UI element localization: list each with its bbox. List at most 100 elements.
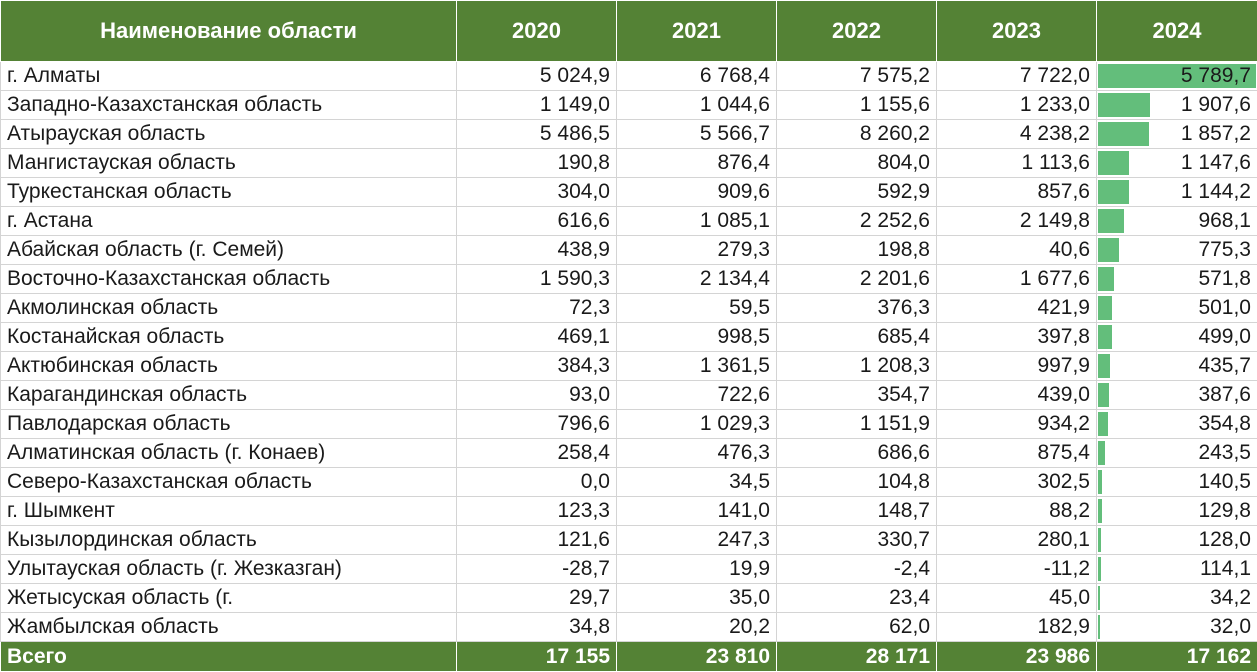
value-2021-cell[interactable]: 998,5 bbox=[616, 322, 777, 352]
value-2024-cell[interactable]: 1 857,2 bbox=[1096, 119, 1257, 149]
value-2020-cell[interactable]: 796,6 bbox=[456, 409, 617, 439]
header-year-2024[interactable]: 2024 bbox=[1096, 0, 1257, 62]
value-2022-cell[interactable]: -2,4 bbox=[776, 554, 937, 584]
region-name-cell[interactable]: Атырауская область bbox=[0, 119, 457, 149]
value-2020-cell[interactable]: 5 024,9 bbox=[456, 61, 617, 91]
value-2023-cell[interactable]: 88,2 bbox=[936, 496, 1097, 526]
value-2021-cell[interactable]: 59,5 bbox=[616, 293, 777, 323]
value-2020-cell[interactable]: 304,0 bbox=[456, 177, 617, 207]
value-2021-cell[interactable]: 1 085,1 bbox=[616, 206, 777, 236]
region-name-cell[interactable]: Жамбылская область bbox=[0, 612, 457, 642]
value-2024-cell[interactable]: 968,1 bbox=[1096, 206, 1257, 236]
value-2024-cell[interactable]: 129,8 bbox=[1096, 496, 1257, 526]
total-2020[interactable]: 17 155 bbox=[456, 641, 617, 672]
header-year-2022[interactable]: 2022 bbox=[776, 0, 937, 62]
value-2021-cell[interactable]: 909,6 bbox=[616, 177, 777, 207]
value-2023-cell[interactable]: 934,2 bbox=[936, 409, 1097, 439]
value-2021-cell[interactable]: 141,0 bbox=[616, 496, 777, 526]
region-name-cell[interactable]: Улытауская область (г. Жезказган) bbox=[0, 554, 457, 584]
total-2023[interactable]: 23 986 bbox=[936, 641, 1097, 672]
value-2023-cell[interactable]: 45,0 bbox=[936, 583, 1097, 613]
header-year-2021[interactable]: 2021 bbox=[616, 0, 777, 62]
value-2021-cell[interactable]: 34,5 bbox=[616, 467, 777, 497]
value-2021-cell[interactable]: 876,4 bbox=[616, 148, 777, 178]
value-2020-cell[interactable]: 5 486,5 bbox=[456, 119, 617, 149]
value-2020-cell[interactable]: 121,6 bbox=[456, 525, 617, 555]
value-2024-cell[interactable]: 5 789,7 bbox=[1096, 61, 1257, 91]
region-name-cell[interactable]: г. Алматы bbox=[0, 61, 457, 91]
total-2021[interactable]: 23 810 bbox=[616, 641, 777, 672]
value-2024-cell[interactable]: 32,0 bbox=[1096, 612, 1257, 642]
value-2022-cell[interactable]: 2 201,6 bbox=[776, 264, 937, 294]
value-2024-cell[interactable]: 1 147,6 bbox=[1096, 148, 1257, 178]
value-2023-cell[interactable]: 997,9 bbox=[936, 351, 1097, 381]
header-year-2023[interactable]: 2023 bbox=[936, 0, 1097, 62]
value-2020-cell[interactable]: 616,6 bbox=[456, 206, 617, 236]
value-2023-cell[interactable]: 1 113,6 bbox=[936, 148, 1097, 178]
value-2024-cell[interactable]: 354,8 bbox=[1096, 409, 1257, 439]
value-2022-cell[interactable]: 354,7 bbox=[776, 380, 937, 410]
value-2024-cell[interactable]: 387,6 bbox=[1096, 380, 1257, 410]
value-2023-cell[interactable]: 1 677,6 bbox=[936, 264, 1097, 294]
value-2020-cell[interactable]: 1 149,0 bbox=[456, 90, 617, 120]
region-name-cell[interactable]: Акмолинская область bbox=[0, 293, 457, 323]
region-name-cell[interactable]: Кызылординская область bbox=[0, 525, 457, 555]
value-2022-cell[interactable]: 685,4 bbox=[776, 322, 937, 352]
value-2020-cell[interactable]: 123,3 bbox=[456, 496, 617, 526]
header-region-name[interactable]: Наименование области bbox=[0, 0, 457, 62]
value-2020-cell[interactable]: 34,8 bbox=[456, 612, 617, 642]
value-2023-cell[interactable]: 439,0 bbox=[936, 380, 1097, 410]
value-2023-cell[interactable]: 1 233,0 bbox=[936, 90, 1097, 120]
value-2020-cell[interactable]: 72,3 bbox=[456, 293, 617, 323]
value-2021-cell[interactable]: 6 768,4 bbox=[616, 61, 777, 91]
value-2023-cell[interactable]: 875,4 bbox=[936, 438, 1097, 468]
value-2024-cell[interactable]: 1 907,6 bbox=[1096, 90, 1257, 120]
value-2021-cell[interactable]: 722,6 bbox=[616, 380, 777, 410]
total-label[interactable]: Всего bbox=[0, 641, 457, 672]
value-2023-cell[interactable]: 182,9 bbox=[936, 612, 1097, 642]
value-2023-cell[interactable]: 280,1 bbox=[936, 525, 1097, 555]
value-2020-cell[interactable]: 93,0 bbox=[456, 380, 617, 410]
region-name-cell[interactable]: Северо-Казахстанская область bbox=[0, 467, 457, 497]
value-2022-cell[interactable]: 1 155,6 bbox=[776, 90, 937, 120]
value-2022-cell[interactable]: 1 151,9 bbox=[776, 409, 937, 439]
value-2021-cell[interactable]: 2 134,4 bbox=[616, 264, 777, 294]
value-2020-cell[interactable]: 190,8 bbox=[456, 148, 617, 178]
value-2024-cell[interactable]: 114,1 bbox=[1096, 554, 1257, 584]
value-2021-cell[interactable]: 35,0 bbox=[616, 583, 777, 613]
value-2020-cell[interactable]: 1 590,3 bbox=[456, 264, 617, 294]
region-name-cell[interactable]: Мангистауская область bbox=[0, 148, 457, 178]
region-name-cell[interactable]: Карагандинская область bbox=[0, 380, 457, 410]
value-2021-cell[interactable]: 5 566,7 bbox=[616, 119, 777, 149]
value-2023-cell[interactable]: 2 149,8 bbox=[936, 206, 1097, 236]
total-2024[interactable]: 17 162 bbox=[1096, 641, 1257, 672]
region-name-cell[interactable]: Костанайская область bbox=[0, 322, 457, 352]
value-2024-cell[interactable]: 140,5 bbox=[1096, 467, 1257, 497]
value-2023-cell[interactable]: 40,6 bbox=[936, 235, 1097, 265]
value-2023-cell[interactable]: 302,5 bbox=[936, 467, 1097, 497]
region-name-cell[interactable]: Восточно-Казахстанская область bbox=[0, 264, 457, 294]
value-2020-cell[interactable]: 384,3 bbox=[456, 351, 617, 381]
value-2020-cell[interactable]: 258,4 bbox=[456, 438, 617, 468]
value-2021-cell[interactable]: 1 044,6 bbox=[616, 90, 777, 120]
value-2024-cell[interactable]: 435,7 bbox=[1096, 351, 1257, 381]
value-2023-cell[interactable]: -11,2 bbox=[936, 554, 1097, 584]
value-2024-cell[interactable]: 243,5 bbox=[1096, 438, 1257, 468]
value-2020-cell[interactable]: 0,0 bbox=[456, 467, 617, 497]
value-2022-cell[interactable]: 7 575,2 bbox=[776, 61, 937, 91]
value-2022-cell[interactable]: 104,8 bbox=[776, 467, 937, 497]
value-2023-cell[interactable]: 857,6 bbox=[936, 177, 1097, 207]
region-name-cell[interactable]: Актюбинская область bbox=[0, 351, 457, 381]
value-2024-cell[interactable]: 501,0 bbox=[1096, 293, 1257, 323]
region-name-cell[interactable]: Павлодарская область bbox=[0, 409, 457, 439]
value-2024-cell[interactable]: 499,0 bbox=[1096, 322, 1257, 352]
value-2022-cell[interactable]: 330,7 bbox=[776, 525, 937, 555]
value-2021-cell[interactable]: 1 361,5 bbox=[616, 351, 777, 381]
value-2021-cell[interactable]: 1 029,3 bbox=[616, 409, 777, 439]
value-2022-cell[interactable]: 376,3 bbox=[776, 293, 937, 323]
value-2022-cell[interactable]: 804,0 bbox=[776, 148, 937, 178]
value-2024-cell[interactable]: 571,8 bbox=[1096, 264, 1257, 294]
value-2022-cell[interactable]: 686,6 bbox=[776, 438, 937, 468]
value-2024-cell[interactable]: 1 144,2 bbox=[1096, 177, 1257, 207]
value-2024-cell[interactable]: 34,2 bbox=[1096, 583, 1257, 613]
